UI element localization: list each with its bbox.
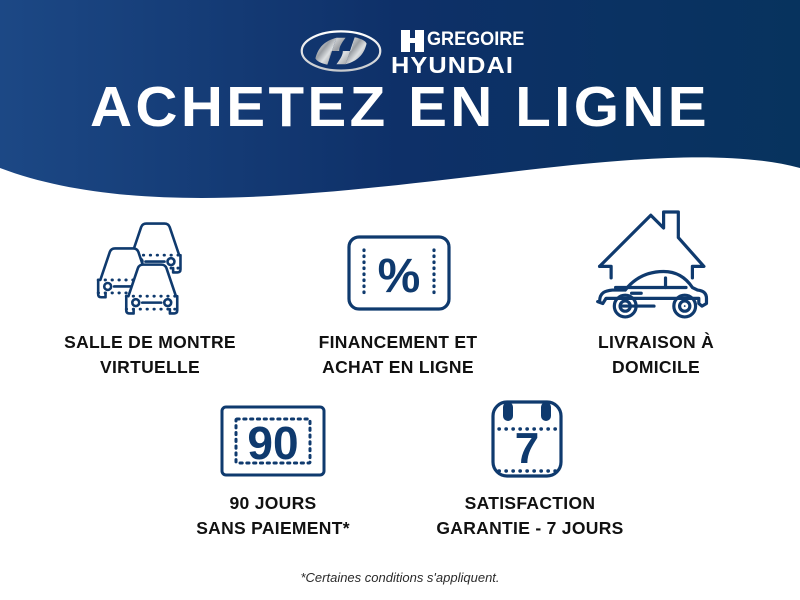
svg-text:90: 90 — [247, 417, 298, 469]
svg-text:7: 7 — [515, 424, 539, 473]
svg-text:%: % — [378, 250, 421, 303]
